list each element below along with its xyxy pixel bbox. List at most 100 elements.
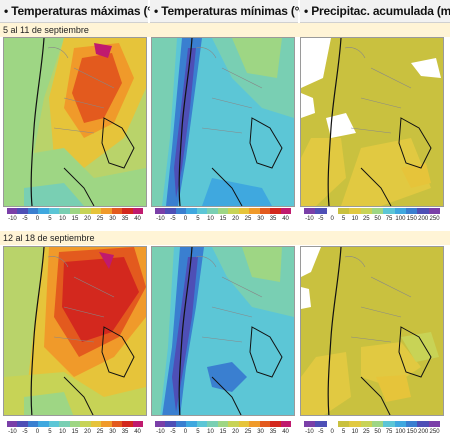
colorbar-tick-label: 10 [59,429,66,435]
colorbar-tick-label: 75 [385,216,393,222]
colorbar-swatch [349,208,361,214]
colorbar-tick-label: 25 [362,429,370,435]
colorbar-swatch [417,421,429,427]
colorbar-swatch [280,208,292,214]
colorbar-swatch [326,421,338,427]
colorbar-tick-label: -5 [170,216,176,222]
colorbar-tick-label: 100 [395,216,406,222]
colorbar-swatch [315,421,327,427]
colorbar-tick-label: 50 [374,429,382,435]
colorbar-swatch [304,421,316,427]
colorbar-tick-label: 5 [341,429,346,435]
colorbar-tick-label: 25 [362,216,370,222]
colorbar-swatch [27,208,39,214]
colorbar-tick-label: 5 [196,429,200,435]
map-min-temp-week2 [151,246,295,416]
colorbar-tick-label: -10 [8,429,17,435]
colorbar-tick-label: 10 [207,216,214,222]
colorbar-swatch [59,421,70,427]
map-max-temp-week2 [3,246,147,416]
colorbar-swatch [155,208,166,214]
colorbar-max-temp-week2: -10 -5 0 5 10 15 20 25 30 35 40 [3,418,147,446]
colorbar-swatch [360,208,372,214]
colorbar-tick-label: 10 [59,216,66,222]
colorbar-swatch [196,421,208,427]
colorbar-swatch [349,421,361,427]
colorbar-swatch [111,421,123,427]
colorbar-swatch [270,208,281,214]
colorbar-swatch [90,421,102,427]
colorbar-swatch [337,421,350,427]
colorbar-strip [304,421,440,427]
colorbar-swatch [7,421,18,427]
colorbar-tick-label: 10 [351,429,359,435]
bullet-icon: • [304,4,309,18]
colorbar-tick-label: 5 [341,216,346,222]
header-max-temp: • Temperaturas máximas (°C) [0,0,164,23]
colorbar-tick-label: 250 [429,216,440,222]
colorbar-ticks: -10 -5 0 5 10 25 50 75 100 150 200 250 [304,216,440,226]
colorbar-tick-label: 35 [121,216,129,222]
colorbar-swatch [360,421,372,427]
colorbar-tick-label: 20 [84,429,91,435]
colorbar-swatch [228,208,239,214]
colorbar-tick-label: 35 [269,429,277,435]
colorbar-swatch [249,208,260,214]
colorbar-strip [304,208,440,214]
colorbar-tick-label: 15 [71,216,79,222]
header-min-temp: • Temperaturas mínimas (°C) [150,0,312,23]
colorbar-tick-label: 15 [219,429,227,435]
colorbar-tick-label: 5 [48,216,52,222]
map-precip-week1 [300,37,444,207]
colorbar-swatch [38,208,49,214]
colorbar-tick-label: 10 [351,216,359,222]
colorbar-min-temp-week2: -10 -5 0 5 10 15 20 25 30 35 40 [151,418,295,446]
colorbar-tick-label: -5 [318,429,324,435]
colorbar-swatch [165,208,176,214]
colorbar-ticks: -10 -5 0 5 10 15 20 25 30 35 40 [7,216,143,226]
colorbar-swatch [304,208,316,214]
header-min-temp-title: Temperaturas mínimas (°C) [161,4,312,18]
colorbar-swatch [27,421,39,427]
colorbar-tick-label: 5 [48,429,52,435]
colorbar-tick-label: 250 [429,429,440,435]
colorbar-swatch [249,421,260,427]
colorbar-swatch [165,421,176,427]
colorbar-swatch [69,208,81,214]
colorbar-tick-label: 25 [96,429,104,435]
colorbar-swatch [7,208,18,214]
colorbar-tick-label: 0 [35,216,40,222]
colorbar-swatch [280,421,292,427]
colorbar-tick-label: 25 [244,216,252,222]
colorbar-tick-label: 30 [257,429,264,435]
colorbar-swatch [238,208,250,214]
colorbar-swatch [38,421,49,427]
colorbar-swatch [405,208,418,214]
colorbar-tick-label: 35 [121,429,129,435]
colorbar-tick-label: 200 [418,429,429,435]
colorbar-swatch [337,208,350,214]
colorbar-tick-label: -5 [22,216,28,222]
colorbar-ticks: -10 -5 0 5 10 15 20 25 30 35 40 [155,429,291,439]
colorbar-swatch [155,421,166,427]
colorbar-tick-label: 10 [207,429,214,435]
colorbar-swatch [217,421,229,427]
colorbar-tick-label: 15 [219,216,227,222]
header-precip-title: Precipitac. acumulada (mm) [311,4,450,18]
colorbar-tick-label: 0 [35,429,40,435]
colorbar-strip [7,208,144,214]
header-max-temp-title: Temperaturas máximas (°C) [11,4,165,18]
colorbar-ticks: -10 -5 0 5 10 15 20 25 30 35 40 [7,429,143,439]
colorbar-tick-label: 20 [232,216,239,222]
period-label-2: 12 al 18 de septiembre [0,231,450,245]
map-precip-week2 [300,246,444,416]
colorbar-tick-label: 50 [374,216,382,222]
colorbar-swatch [17,421,28,427]
colorbar-swatch [405,421,418,427]
colorbar-swatch [122,421,133,427]
colorbar-tick-label: 30 [257,216,264,222]
colorbar-ticks: -10 -5 0 5 10 15 20 25 30 35 40 [155,216,291,226]
colorbar-swatch [428,421,440,427]
colorbar-tick-label: 40 [282,429,289,435]
colorbar-strip [7,421,144,427]
